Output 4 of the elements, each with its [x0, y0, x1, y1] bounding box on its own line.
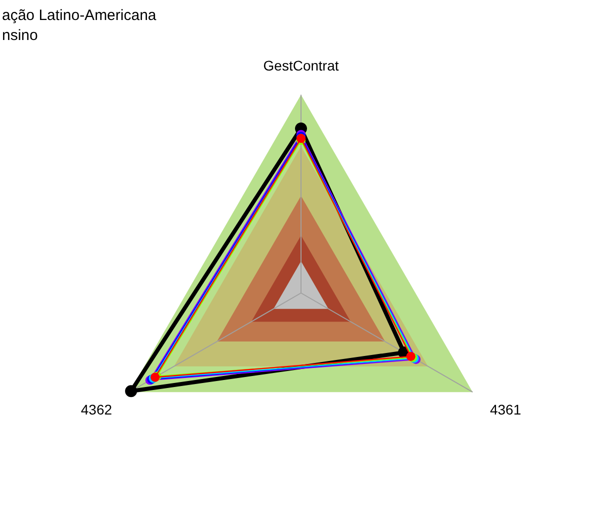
spoke-label: 4362 [80, 401, 112, 418]
spoke-label: 4361 [490, 401, 522, 418]
spoke-label: GestContrat [263, 57, 339, 74]
chart-title: ação Latino-Americana nsino [2, 6, 156, 46]
